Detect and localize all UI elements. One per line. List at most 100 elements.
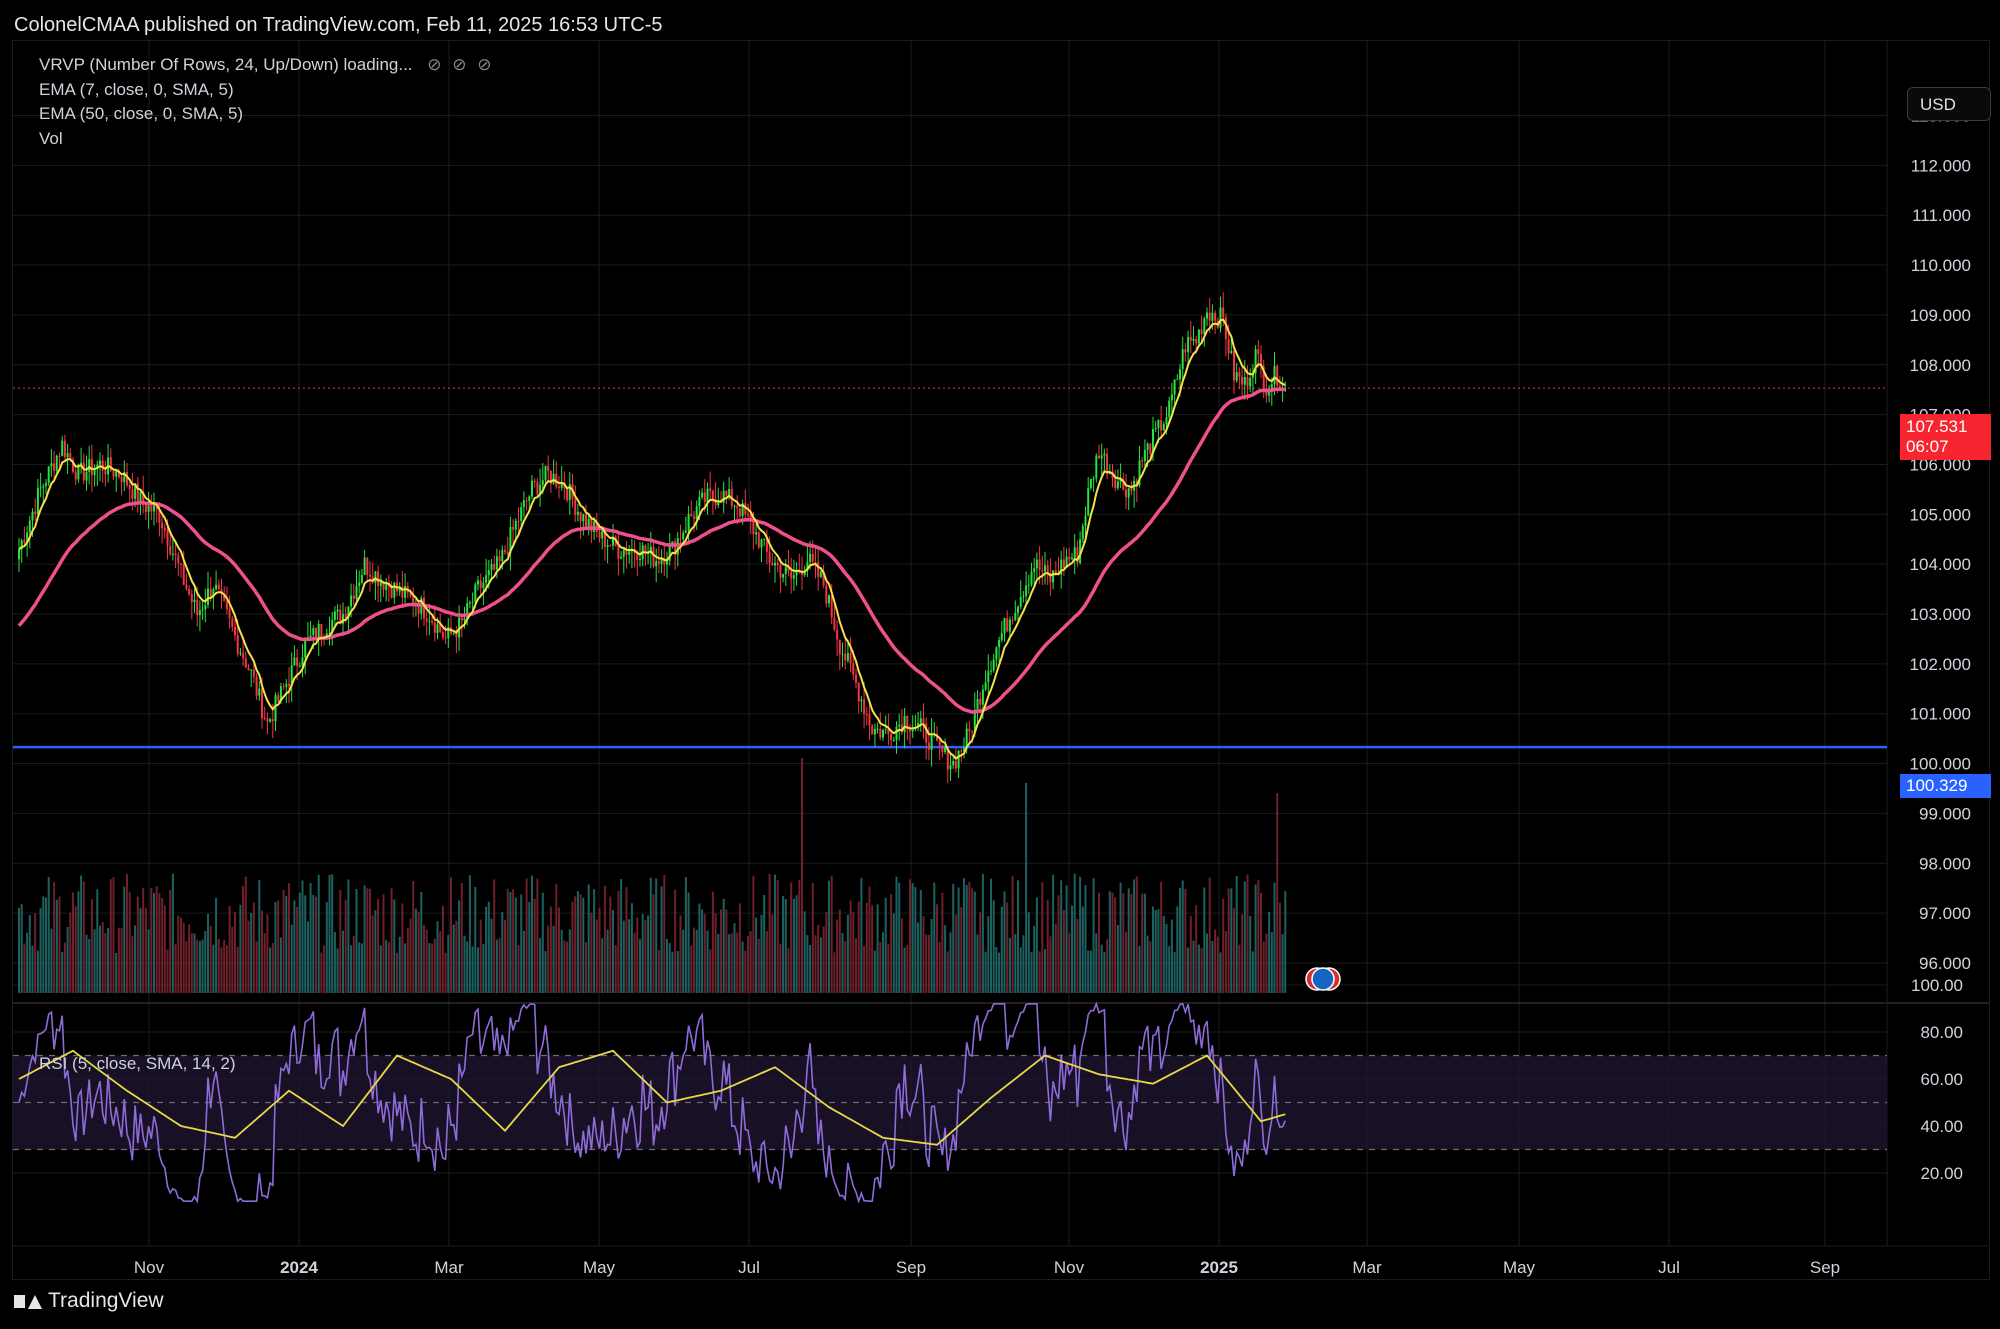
volume-bar [99,925,101,993]
volume-bar [144,908,147,993]
footer-brand[interactable]: TradingView [14,1289,164,1313]
candle [601,530,604,539]
volume-bar [563,940,566,993]
volume-bar [1092,878,1095,993]
volume-bar [1095,933,1098,993]
volume-bar [898,882,901,993]
volume-bar [585,942,587,993]
candle [1081,526,1084,540]
volume-bar [882,932,884,993]
candle [401,586,404,598]
legend-vrvp[interactable]: VRVP (Number Of Rows, 24, Up/Down) loadi… [39,55,491,75]
volume-bar [436,921,439,993]
candle [752,520,755,535]
volume-bar [828,880,830,993]
rsi-ma-line [18,1049,1286,1146]
volume-bar [161,898,164,993]
volume-bar [744,950,747,993]
candle [855,674,857,683]
volume-bar [863,945,866,993]
eye-off-icon[interactable]: ⊘ [477,55,492,74]
volume-bar [493,879,496,993]
volume-bar [722,898,725,993]
candle [204,604,207,610]
candle [717,501,720,506]
candle [1162,424,1165,431]
candle [90,459,93,476]
candle [514,520,517,530]
volume-bar [801,758,803,993]
candle [304,639,307,658]
candle [431,621,434,623]
candle [1238,372,1241,377]
volume-bar [225,945,228,993]
volume-bar [425,929,428,993]
volume-bar [552,925,555,993]
legend-rsi[interactable]: RSI (5, close, SMA, 14, 2) [39,1054,236,1073]
candle [1176,379,1179,381]
volume-bar [576,891,579,993]
volume-bar [1262,941,1265,993]
candle [31,511,34,521]
volume-bar [971,888,974,993]
eye-off-icon[interactable]: ⊘ [452,55,467,74]
volume-bar [1068,932,1071,993]
volume-bar [930,918,933,993]
candle [504,550,506,553]
candle [998,639,1001,648]
candle [215,584,218,590]
volume-bar [1057,895,1060,993]
volume-bar [595,919,598,993]
volume-bar [34,913,37,993]
volume-bar [1184,888,1187,993]
candle [293,657,296,666]
rsi-axis-tick-label: 40.00 [1920,1117,1963,1136]
candle [520,507,523,521]
candle [663,558,666,565]
eye-off-icon[interactable]: ⊘ [427,55,442,74]
volume-bar [66,926,69,993]
candle [1195,339,1198,344]
volume-bar [714,913,717,993]
footer-brand-label: TradingView [48,1289,164,1312]
candle [1049,572,1052,583]
candle [112,470,115,477]
volume-bar [963,878,965,993]
currency-button[interactable]: USD [1907,87,1991,121]
volume-bar [1135,876,1138,993]
candle [701,492,704,498]
candle [425,618,428,622]
candle [1103,453,1106,456]
candle [506,552,509,554]
candle [763,538,766,540]
candle [898,724,901,727]
candle [682,532,685,540]
candle [1268,389,1271,396]
volume-bar [622,920,625,993]
volume-bar [909,879,911,993]
us-flag-event-icon[interactable] [1311,967,1335,991]
volume-bar [1025,783,1028,993]
legend-vol[interactable]: Vol [39,129,63,148]
volume-bar [736,932,739,993]
legend-ema50[interactable]: EMA (50, close, 0, SMA, 5) [39,104,244,123]
volume-bar [1089,950,1092,993]
chart-frame[interactable]: 113.000112.000111.000110.000109.000108.0… [12,40,1991,1280]
candle [622,549,625,557]
candle [455,633,458,638]
candle [128,485,131,489]
volume-bar [207,913,209,993]
volume-bar [460,883,463,993]
volume-bar [420,891,423,993]
candle [606,545,609,548]
candle [1165,417,1168,425]
candle [690,514,693,517]
candle [941,745,944,753]
volume-bar [933,882,936,993]
chart-svg[interactable]: 113.000112.000111.000110.000109.000108.0… [13,41,1989,1279]
candle [612,536,614,546]
legend-ema7[interactable]: EMA (7, close, 0, SMA, 5) [39,80,234,99]
candle [1025,585,1028,597]
candle [347,606,350,618]
candle [96,464,99,469]
